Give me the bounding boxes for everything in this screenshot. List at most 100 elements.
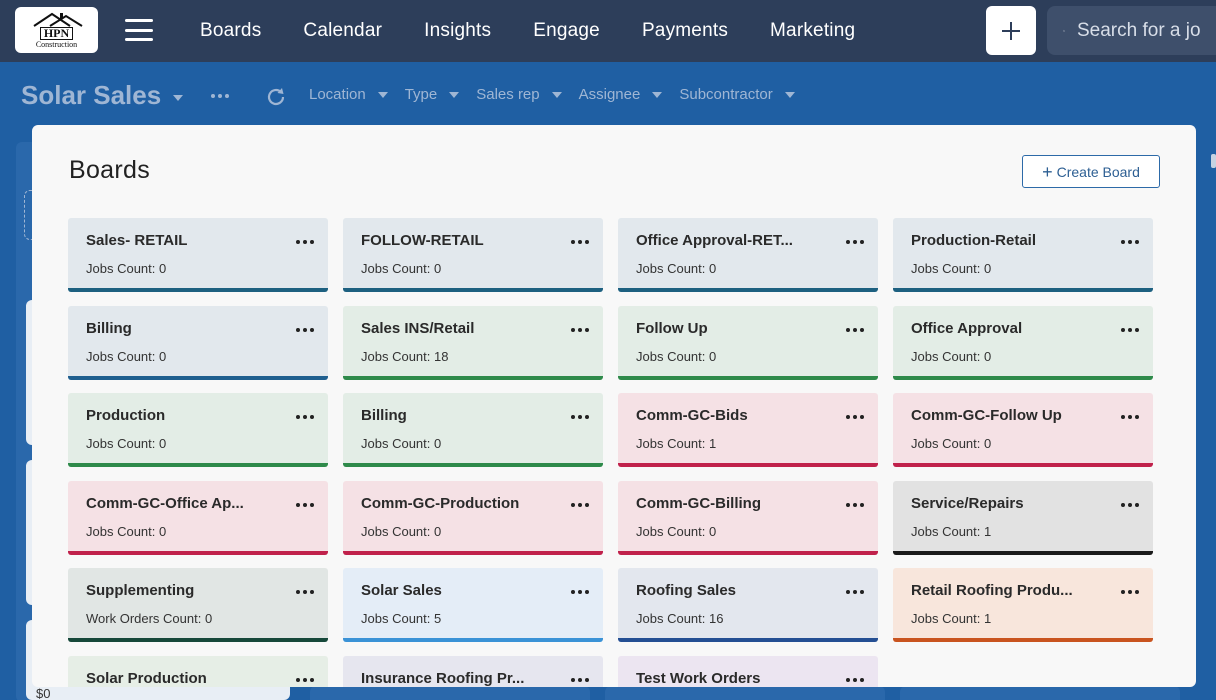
board-card-name: Solar Sales bbox=[361, 582, 442, 599]
nav-payments[interactable]: Payments bbox=[641, 20, 729, 41]
board-card[interactable]: Comm-GC-Billing Jobs Count: 0 bbox=[618, 480, 878, 555]
filter-label: Subcontractor bbox=[679, 86, 773, 103]
more-options-icon[interactable] bbox=[211, 94, 229, 98]
background-column bbox=[900, 686, 1180, 700]
more-options-icon[interactable] bbox=[1121, 327, 1139, 332]
board-card[interactable]: Test Work Orders bbox=[618, 655, 878, 687]
more-options-icon[interactable] bbox=[1121, 590, 1139, 594]
board-card[interactable]: FOLLOW-RETAIL Jobs Count: 0 bbox=[343, 218, 603, 292]
more-options-icon[interactable] bbox=[1121, 502, 1139, 507]
more-options-icon[interactable] bbox=[571, 590, 589, 594]
more-options-icon[interactable] bbox=[296, 502, 314, 507]
board-card-count: Jobs Count: 0 bbox=[911, 261, 992, 276]
scroll-indicator bbox=[1211, 154, 1216, 168]
chevron-down-icon bbox=[551, 91, 562, 98]
board-card[interactable]: Office Approval-RET... Jobs Count: 0 bbox=[618, 218, 878, 292]
board-card-name: Production-Retail bbox=[911, 232, 1037, 249]
nav-engage[interactable]: Engage bbox=[533, 20, 600, 41]
more-options-icon[interactable] bbox=[846, 327, 864, 332]
refresh-icon[interactable] bbox=[265, 86, 287, 113]
board-card[interactable]: Solar Sales Jobs Count: 5 bbox=[343, 568, 603, 642]
board-card[interactable]: Service/Repairs Jobs Count: 1 bbox=[893, 480, 1153, 555]
filter-assignee[interactable]: Assignee bbox=[579, 86, 663, 103]
board-card-name: Comm-GC-Follow Up bbox=[911, 407, 1062, 424]
board-card[interactable]: Comm-GC-Follow Up Jobs Count: 0 bbox=[893, 393, 1153, 467]
board-card[interactable]: Comm-GC-Production Jobs Count: 0 bbox=[343, 480, 603, 555]
more-options-icon[interactable] bbox=[296, 327, 314, 332]
board-color-bar bbox=[893, 550, 1153, 555]
board-card[interactable]: Sales INS/Retail Jobs Count: 18 bbox=[343, 305, 603, 380]
board-card[interactable]: Production Jobs Count: 0 bbox=[68, 393, 328, 467]
nav-marketing[interactable]: Marketing bbox=[770, 20, 856, 41]
more-options-icon[interactable] bbox=[846, 240, 864, 244]
more-options-icon[interactable] bbox=[571, 502, 589, 507]
board-card[interactable]: Roofing Sales Jobs Count: 16 bbox=[618, 568, 878, 642]
board-color-bar bbox=[618, 288, 878, 292]
main-nav: Boards Calendar Insights Engage Payments… bbox=[200, 0, 897, 62]
board-card[interactable]: Solar Production bbox=[68, 655, 328, 687]
create-board-label: Create Board bbox=[1056, 163, 1140, 180]
nav-insights[interactable]: Insights bbox=[424, 20, 492, 41]
board-color-bar bbox=[68, 638, 328, 642]
more-options-icon[interactable] bbox=[846, 590, 864, 594]
more-options-icon[interactable] bbox=[571, 415, 589, 419]
board-card-count: Work Orders Count: 0 bbox=[86, 611, 213, 626]
more-options-icon[interactable] bbox=[846, 677, 864, 682]
board-color-bar bbox=[68, 288, 328, 292]
board-color-bar bbox=[893, 375, 1153, 380]
board-card-name: Comm-GC-Billing bbox=[636, 494, 761, 512]
menu-icon[interactable] bbox=[125, 19, 153, 41]
search-input[interactable] bbox=[1077, 19, 1216, 42]
board-card[interactable]: Billing Jobs Count: 0 bbox=[68, 305, 328, 380]
more-options-icon[interactable] bbox=[571, 240, 589, 244]
search-box[interactable] bbox=[1047, 6, 1216, 55]
board-color-bar bbox=[893, 463, 1153, 467]
company-logo[interactable]: HPN Construction bbox=[15, 7, 98, 53]
more-options-icon[interactable] bbox=[296, 240, 314, 244]
filter-sales-rep[interactable]: Sales rep bbox=[476, 86, 562, 103]
more-options-icon[interactable] bbox=[296, 415, 314, 419]
filter-type[interactable]: Type bbox=[405, 86, 460, 103]
logo-brand-sub: Construction bbox=[35, 40, 78, 49]
board-color-bar bbox=[893, 288, 1153, 292]
board-toolbar: Solar Sales Location Type Sales rep Assi… bbox=[0, 62, 1216, 128]
board-card-count: Jobs Count: 0 bbox=[86, 436, 167, 451]
board-card-count: Jobs Count: 18 bbox=[361, 348, 449, 364]
board-color-bar bbox=[68, 463, 328, 467]
more-options-icon[interactable] bbox=[296, 677, 314, 682]
board-card[interactable]: Production-Retail Jobs Count: 0 bbox=[893, 218, 1153, 292]
nav-calendar[interactable]: Calendar bbox=[303, 20, 383, 41]
filter-location[interactable]: Location bbox=[309, 86, 388, 103]
board-card-name: Comm-GC-Bids bbox=[636, 407, 748, 424]
board-card[interactable]: Comm-GC-Office Ap... Jobs Count: 0 bbox=[68, 480, 328, 555]
board-card[interactable]: Sales- RETAIL Jobs Count: 0 bbox=[68, 218, 328, 292]
more-options-icon[interactable] bbox=[1121, 415, 1139, 419]
nav-boards[interactable]: Boards bbox=[200, 20, 262, 41]
chevron-down-icon bbox=[377, 91, 388, 98]
plus-icon bbox=[1002, 21, 1020, 40]
board-card-name: Billing bbox=[86, 319, 132, 337]
more-options-icon[interactable] bbox=[571, 677, 589, 682]
board-card-count: Jobs Count: 0 bbox=[636, 348, 717, 364]
more-options-icon[interactable] bbox=[1121, 240, 1139, 244]
board-card[interactable]: Office Approval Jobs Count: 0 bbox=[893, 305, 1153, 380]
board-card-name: Office Approval bbox=[911, 319, 1023, 337]
filter-subcontractor[interactable]: Subcontractor bbox=[679, 86, 795, 103]
more-options-icon[interactable] bbox=[571, 327, 589, 332]
board-card[interactable]: Comm-GC-Bids Jobs Count: 1 bbox=[618, 393, 878, 467]
board-card[interactable]: Insurance Roofing Pr... bbox=[343, 655, 603, 687]
create-board-button[interactable]: + Create Board bbox=[1022, 155, 1160, 188]
board-card[interactable]: Billing Jobs Count: 0 bbox=[343, 393, 603, 467]
more-options-icon[interactable] bbox=[846, 502, 864, 507]
more-options-icon[interactable] bbox=[296, 590, 314, 594]
boards-modal: Boards + Create Board Sales- RETAIL Jobs … bbox=[32, 125, 1196, 687]
board-card[interactable]: Supplementing Work Orders Count: 0 bbox=[68, 568, 328, 642]
board-card-name: Test Work Orders bbox=[636, 669, 761, 687]
board-selector[interactable]: Solar Sales bbox=[21, 80, 184, 111]
board-card[interactable]: Retail Roofing Produ... Jobs Count: 1 bbox=[893, 568, 1153, 642]
add-button[interactable] bbox=[986, 6, 1036, 55]
chevron-down-icon bbox=[449, 91, 460, 98]
board-card-name: FOLLOW-RETAIL bbox=[361, 232, 484, 249]
board-card[interactable]: Follow Up Jobs Count: 0 bbox=[618, 305, 878, 380]
more-options-icon[interactable] bbox=[846, 415, 864, 419]
